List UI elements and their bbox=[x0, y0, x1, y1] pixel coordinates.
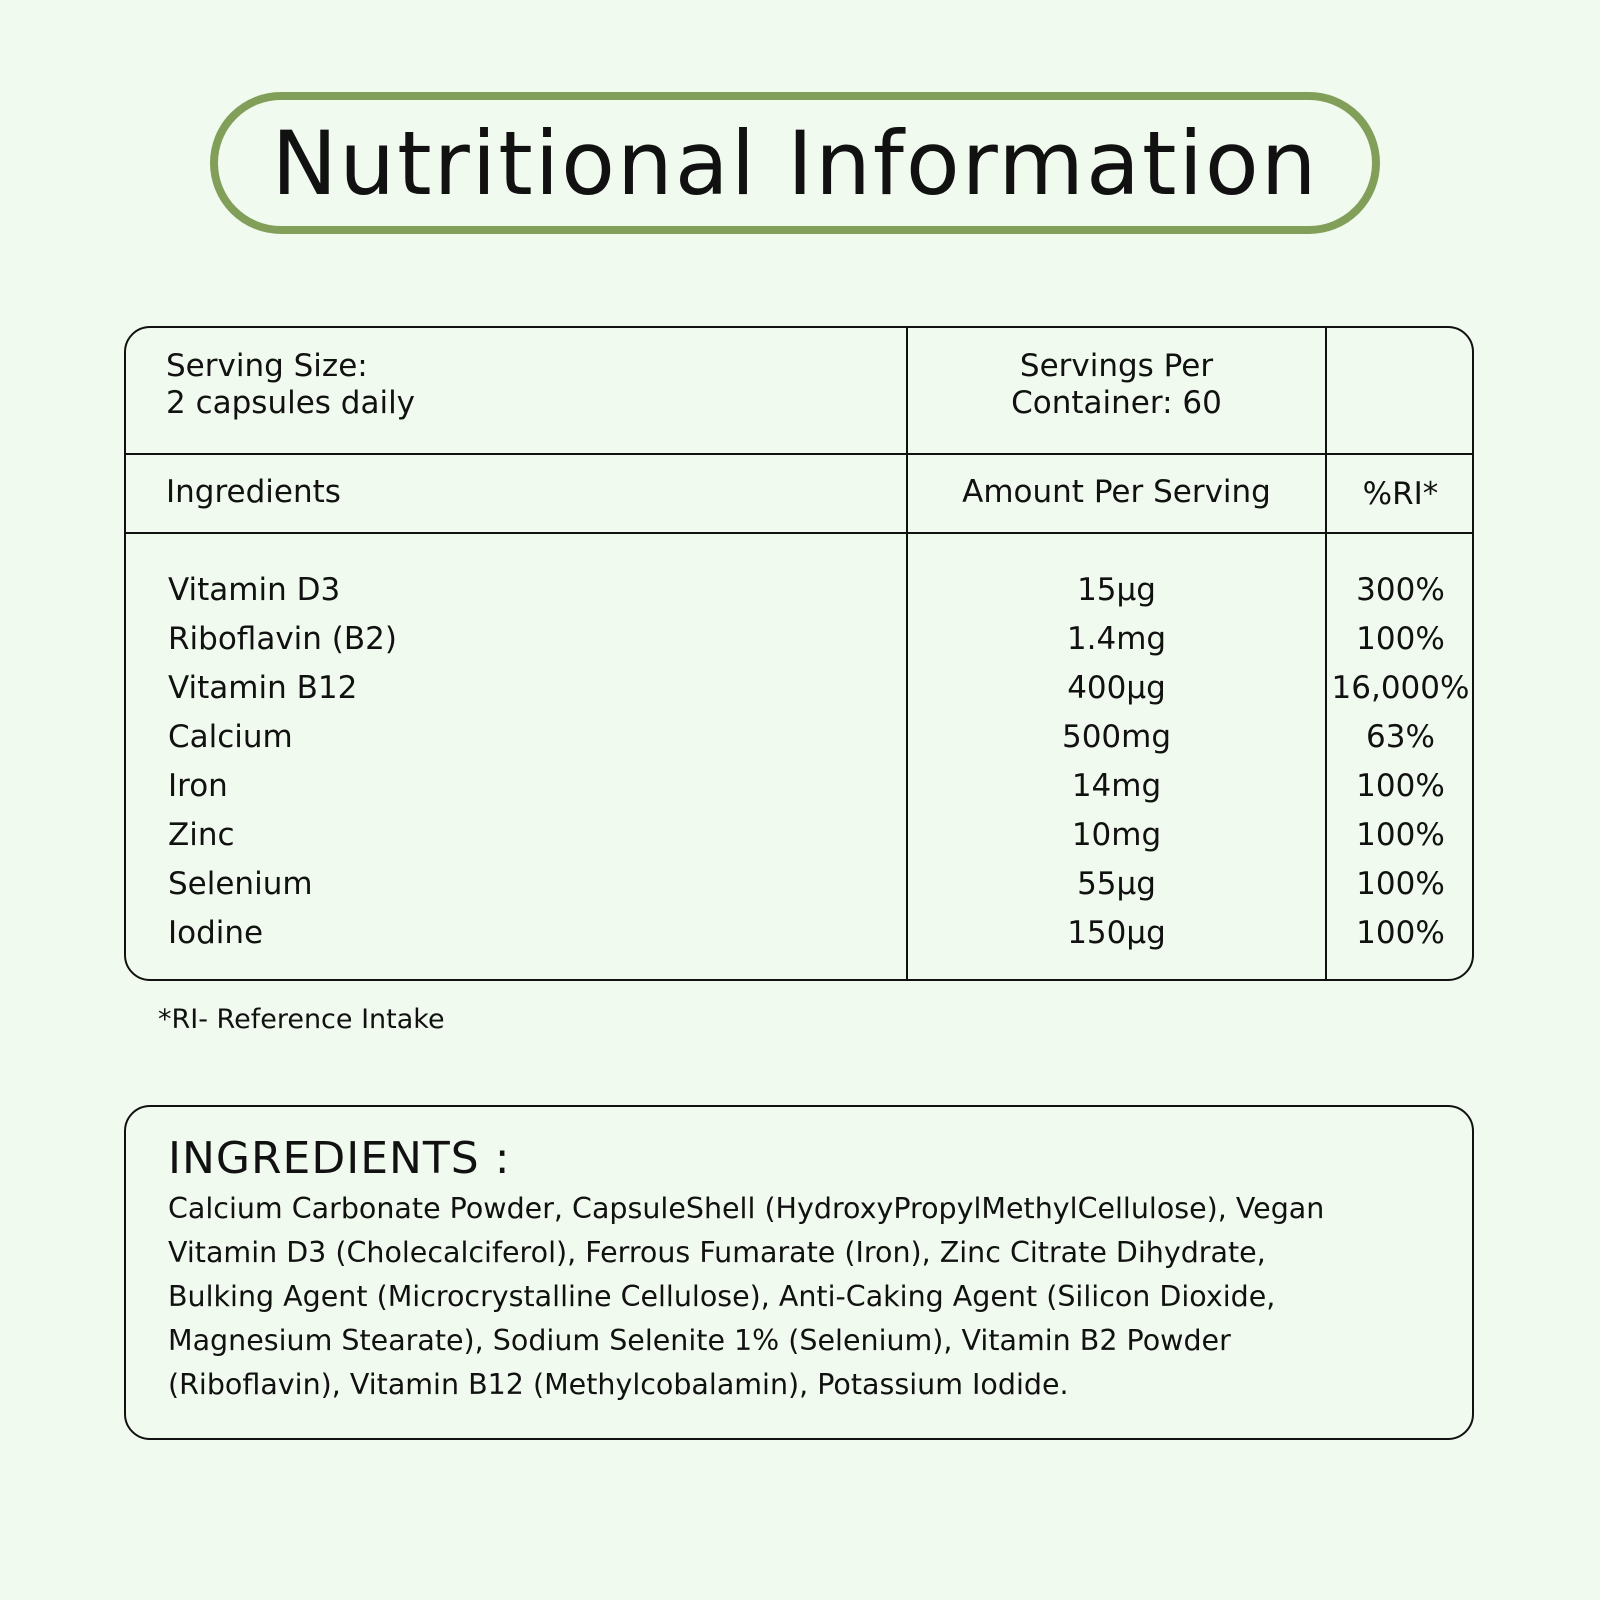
table-row-name: Vitamin D3 bbox=[168, 572, 341, 608]
servings-per-container-line1: Servings Per bbox=[1019, 348, 1214, 384]
table-row-amount: 55µg bbox=[1077, 866, 1156, 902]
column-divider bbox=[906, 328, 908, 979]
header-ingredients: Ingredients bbox=[166, 474, 341, 510]
ingredient-ri: 300% 100% 16,000% 63% 100% 100% 100% 100… bbox=[1327, 566, 1474, 958]
page-title: Nutritional Information bbox=[271, 111, 1319, 215]
table-row-name: Calcium bbox=[168, 719, 293, 755]
table-row-name: Iodine bbox=[168, 915, 264, 951]
ingredients-line: Calcium Carbonate Powder, CapsuleShell (… bbox=[168, 1192, 1325, 1225]
table-row-ri: 100% bbox=[1356, 817, 1445, 853]
table-row-name: Vitamin B12 bbox=[168, 670, 358, 706]
ingredients-box: INGREDIENTS : Calcium Carbonate Powder, … bbox=[124, 1105, 1474, 1440]
table-row-ri: 300% bbox=[1356, 572, 1445, 608]
ingredients-line: Vitamin D3 (Cholecalciferol), Ferrous Fu… bbox=[168, 1236, 1266, 1269]
table-row-ri: 100% bbox=[1356, 866, 1445, 902]
serving-size-label: Serving Size: bbox=[166, 348, 368, 384]
table-row-name: Zinc bbox=[168, 817, 235, 853]
servings-per-container-line2: Container: 60 bbox=[1011, 385, 1222, 421]
ingredient-amounts: 15µg 1.4mg 400µg 500mg 14mg 10mg 55µg 15… bbox=[908, 566, 1325, 958]
title-banner: Nutritional Information bbox=[210, 92, 1380, 234]
ingredients-list: Calcium Carbonate Powder, CapsuleShell (… bbox=[168, 1187, 1432, 1407]
table-row-amount: 14mg bbox=[1071, 768, 1162, 804]
ingredient-names: Vitamin D3 Riboflavin (B2) Vitamin B12 C… bbox=[168, 566, 868, 958]
ingredients-line: (Riboflavin), Vitamin B12 (Methylcobalam… bbox=[168, 1368, 1069, 1401]
table-row-name: Riboflavin (B2) bbox=[168, 621, 397, 657]
table-row-ri: 100% bbox=[1356, 915, 1445, 951]
servings-per-container: Servings Per Container: 60 bbox=[908, 348, 1325, 422]
table-row-amount: 10mg bbox=[1071, 817, 1162, 853]
table-row-name: Selenium bbox=[168, 866, 313, 902]
table-row-ri: 100% bbox=[1356, 768, 1445, 804]
footnote: *RI- Reference Intake bbox=[158, 1004, 445, 1035]
header-ri: %RI* bbox=[1362, 476, 1439, 512]
ingredients-title: INGREDIENTS : bbox=[168, 1133, 511, 1184]
header-amount: Amount Per Serving bbox=[962, 474, 1271, 510]
table-row-amount: 15µg bbox=[1077, 572, 1156, 608]
row-divider bbox=[126, 453, 1472, 455]
table-row-name: Iron bbox=[168, 768, 228, 804]
table-row-ri: 100% bbox=[1356, 621, 1445, 657]
nutrition-table: Serving Size: 2 capsules daily Servings … bbox=[124, 326, 1474, 981]
table-row-amount: 1.4mg bbox=[1066, 621, 1167, 657]
table-row-amount: 150µg bbox=[1067, 915, 1166, 951]
table-row-ri: 16,000% bbox=[1331, 670, 1470, 706]
serving-size-value: 2 capsules daily bbox=[166, 385, 416, 421]
column-divider bbox=[1325, 328, 1327, 979]
ingredients-line: Magnesium Stearate), Sodium Selenite 1% … bbox=[168, 1324, 1231, 1357]
serving-size: Serving Size: 2 capsules daily bbox=[166, 348, 415, 422]
table-row-ri: 63% bbox=[1366, 719, 1435, 755]
row-divider bbox=[126, 532, 1472, 534]
table-row-amount: 400µg bbox=[1067, 670, 1166, 706]
table-row-amount: 500mg bbox=[1061, 719, 1172, 755]
ingredients-line: Bulking Agent (Microcrystalline Cellulos… bbox=[168, 1280, 1276, 1313]
